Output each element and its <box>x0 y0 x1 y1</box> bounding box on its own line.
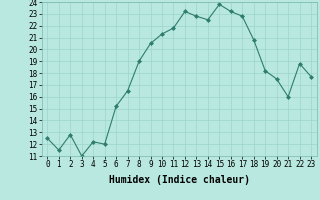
X-axis label: Humidex (Indice chaleur): Humidex (Indice chaleur) <box>109 175 250 185</box>
